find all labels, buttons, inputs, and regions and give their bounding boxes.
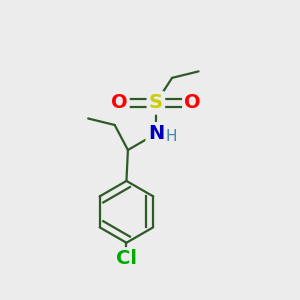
Text: O: O (111, 93, 128, 112)
Text: N: N (148, 124, 164, 143)
Text: O: O (184, 93, 201, 112)
Text: H: H (166, 129, 177, 144)
Text: S: S (149, 93, 163, 112)
Text: Cl: Cl (116, 249, 137, 268)
